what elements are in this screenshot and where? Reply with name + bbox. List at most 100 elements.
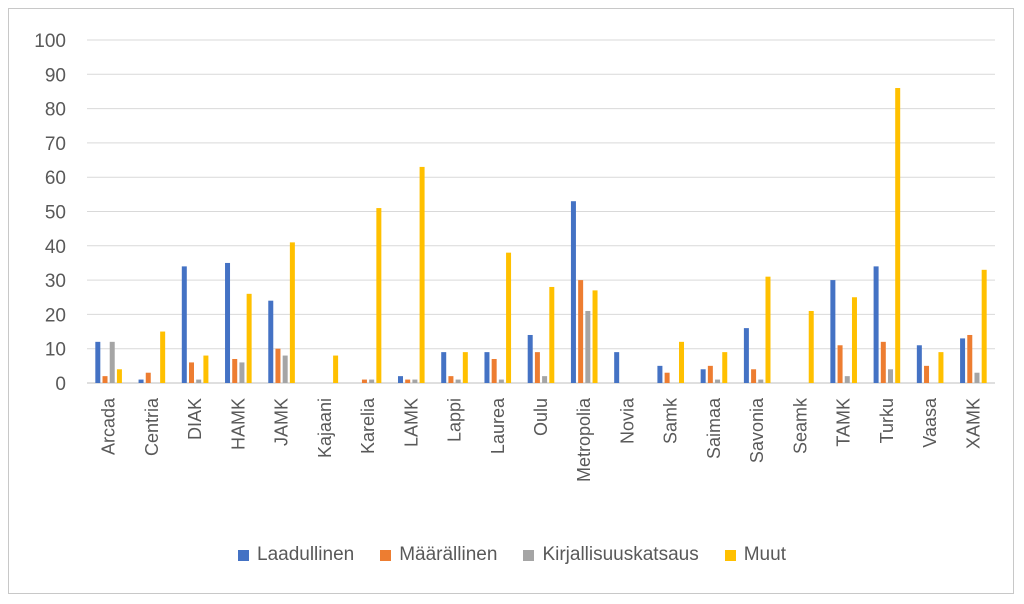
x-tick-label: Novia xyxy=(617,397,637,444)
legend-label: Kirjallisuuskatsaus xyxy=(542,544,699,565)
legend-label: Muut xyxy=(743,544,786,565)
x-tick-label: Centria xyxy=(142,397,162,456)
y-tick-label: 50 xyxy=(45,203,66,224)
x-tick-label: Metropolia xyxy=(574,397,594,482)
bar-muut-turku xyxy=(895,88,901,384)
bar-laadullinen-diak xyxy=(181,266,187,383)
bar-kirjallisuuskatsaus-oulu xyxy=(542,376,548,383)
legend-swatch xyxy=(523,549,535,561)
x-tick-label: Lappi xyxy=(445,398,465,442)
x-tick-label: Kajaani xyxy=(315,398,335,458)
bar-kirjallisuuskatsaus-savonia xyxy=(758,379,764,383)
bars xyxy=(95,88,987,384)
legend-item: Laadullinen xyxy=(238,544,354,566)
bar-määrällinen-hamk xyxy=(232,358,238,383)
bar-kirjallisuuskatsaus-metropolia xyxy=(585,310,591,383)
legend-swatch xyxy=(380,549,392,561)
y-tick-label: 70 xyxy=(45,134,66,155)
bar-laadullinen-savonia xyxy=(743,328,749,383)
bar-muut-hamk xyxy=(246,293,252,383)
legend-swatch xyxy=(724,549,736,561)
bar-laadullinen-oulu xyxy=(527,334,533,383)
bar-laadullinen-arcada xyxy=(95,341,101,383)
bar-kirjallisuuskatsaus-xamk xyxy=(974,372,980,383)
bar-laadullinen-jamk xyxy=(268,300,274,383)
bar-määrällinen-xamk xyxy=(967,334,973,383)
legend-label: Laadullinen xyxy=(257,544,355,565)
bar-laadullinen-novia xyxy=(614,352,620,383)
bar-määrällinen-metropolia xyxy=(578,280,584,383)
bar-kirjallisuuskatsaus-lamk xyxy=(412,379,418,383)
bar-muut-kajaani xyxy=(333,355,339,383)
bar-määrällinen-arcada xyxy=(102,376,108,383)
bar-määrällinen-jamk xyxy=(275,348,281,383)
y-tick-label: 0 xyxy=(55,374,66,395)
bar-kirjallisuuskatsaus-hamk xyxy=(239,362,245,383)
x-tick-label: Saimaa xyxy=(704,397,724,459)
bar-laadullinen-tamk xyxy=(830,280,836,383)
bar-muut-metropolia xyxy=(592,290,598,383)
x-tick-label: DIAK xyxy=(185,398,205,440)
bar-muut-diak xyxy=(203,355,209,383)
bar-muut-seamk xyxy=(808,310,814,383)
legend: Laadullinen Määrällinen Kirjallisuuskatsau… xyxy=(0,541,1024,569)
bar-laadullinen-xamk xyxy=(960,338,966,383)
bar-muut-vaasa xyxy=(938,352,944,383)
x-tick-label: Turku xyxy=(877,398,897,443)
bar-muut-karelia xyxy=(376,208,382,383)
bar-kirjallisuuskatsaus-arcada xyxy=(109,341,115,383)
bar-muut-oulu xyxy=(549,286,555,383)
y-tick-label: 80 xyxy=(45,100,66,121)
bar-laadullinen-metropolia xyxy=(570,201,576,383)
x-tick-label: JAMK xyxy=(272,398,292,446)
bar-muut-saimaa xyxy=(722,352,728,383)
x-tick-label: Arcada xyxy=(99,397,119,455)
bar-muut-samk xyxy=(679,341,685,383)
bar-laadullinen-centria xyxy=(138,379,144,383)
legend-swatch xyxy=(238,549,249,561)
gridlines xyxy=(87,39,995,384)
x-axis-labels: Arcada Centria DIAK HAMK JAMK Kajaani Karelia L… xyxy=(99,397,984,482)
y-tick-label: 90 xyxy=(45,65,66,86)
bar-muut-arcada xyxy=(116,369,122,383)
bar-muut-xamk xyxy=(981,269,987,383)
y-tick-label: 100 xyxy=(34,31,66,52)
y-tick-label: 20 xyxy=(45,305,66,326)
x-tick-label: HAMK xyxy=(228,398,248,450)
bar-määrällinen-vaasa xyxy=(924,365,930,383)
bar-muut-tamk xyxy=(851,297,857,383)
bar-laadullinen-turku xyxy=(873,266,879,383)
x-tick-label: Laurea xyxy=(488,397,508,454)
y-axis-ticks: 0 10 20 30 40 50 60 70 80 90 100 xyxy=(34,31,66,395)
bar-määrällinen-turku xyxy=(880,341,886,383)
x-tick-label: Karelia xyxy=(358,397,378,454)
y-tick-label: 60 xyxy=(45,168,66,189)
x-tick-label: Oulu xyxy=(531,398,551,436)
bar-määrällinen-karelia xyxy=(361,379,367,383)
bar-kirjallisuuskatsaus-laurea xyxy=(498,379,504,383)
bar-laadullinen-laurea xyxy=(484,352,490,383)
bar-laadullinen-samk xyxy=(657,365,663,383)
legend-item: Kirjallisuuskatsaus xyxy=(523,544,699,566)
bar-muut-laurea xyxy=(506,252,512,383)
x-tick-label: XAMK xyxy=(963,398,983,449)
y-tick-label: 40 xyxy=(45,237,66,258)
x-tick-label: TAMK xyxy=(834,398,854,447)
bar-määrällinen-lamk xyxy=(405,379,411,383)
bar-kirjallisuuskatsaus-jamk xyxy=(282,355,288,383)
x-tick-label: LAMK xyxy=(401,398,421,447)
bar-muut-lamk xyxy=(419,166,425,383)
legend-item: Määrällinen xyxy=(380,544,497,566)
bar-kirjallisuuskatsaus-tamk xyxy=(844,376,850,383)
bar-laadullinen-lappi xyxy=(441,352,447,383)
x-tick-label: Savonia xyxy=(747,397,767,463)
x-tick-label: Vaasa xyxy=(920,397,940,448)
y-tick-label: 30 xyxy=(45,271,66,292)
bar-määrällinen-lappi xyxy=(448,376,454,383)
bar-määrällinen-diak xyxy=(189,362,194,383)
bar-kirjallisuuskatsaus-turku xyxy=(888,369,893,383)
bar-määrällinen-saimaa xyxy=(707,365,713,383)
bar-muut-jamk xyxy=(289,242,295,383)
bar-määrällinen-laurea xyxy=(491,358,497,383)
